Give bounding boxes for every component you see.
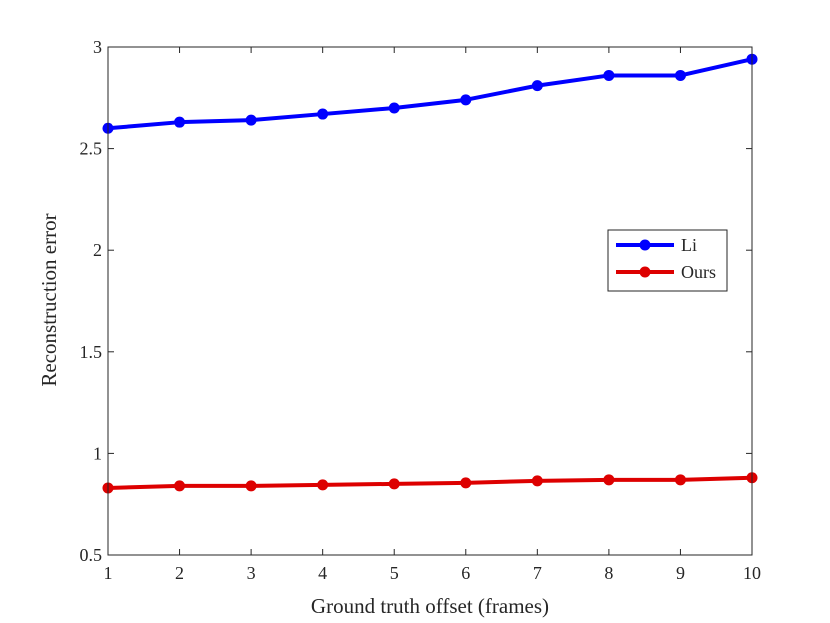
x-tick-label: 3 [247,563,256,583]
y-tick-label: 1.5 [80,342,103,362]
y-tick-label: 2 [93,240,102,260]
data-point-ours [245,480,257,492]
y-tick-label: 1 [93,443,102,463]
series-line-ours [106,475,754,490]
data-point-li [174,116,186,128]
data-point-ours [603,474,615,486]
x-tick-label: 1 [104,563,113,583]
data-point-li [531,80,543,92]
legend-marker-ours [639,266,651,278]
plot-area-background [108,47,752,555]
x-tick-label: 9 [676,563,685,583]
y-axis-label: Reconstruction error [37,213,61,386]
data-point-ours [674,474,686,486]
y-tick-label: 2.5 [80,139,103,159]
data-point-li [674,69,686,81]
data-point-li [388,102,400,114]
data-point-ours [317,479,329,491]
data-point-ours [388,478,400,490]
y-tick-label: 0.5 [80,545,103,565]
tick-labels: 1 2 3 4 5 6 7 8 9 100.511.522.53 [80,37,762,583]
data-point-ours [531,475,543,487]
data-point-ours [174,480,186,492]
x-tick-label: 2 [175,563,184,583]
data-point-ours [460,477,472,489]
x-tick-label: 6 [461,563,470,583]
legend-label-ours: Ours [681,262,716,282]
x-tick-label: 8 [604,563,613,583]
data-point-li [460,94,472,106]
legend-box [607,229,728,292]
data-point-li [245,114,257,126]
legend: Li Ours [607,229,728,292]
plot-area-frame [107,46,753,556]
x-tick-label: 7 [533,563,542,583]
data-point-li [317,108,329,120]
x-axis-label: Ground truth offset (frames) [311,594,549,618]
legend-marker-li [639,239,651,251]
x-tick-label: 4 [318,563,327,583]
legend-label-li: Li [681,235,697,255]
series-ours [102,472,758,494]
data-point-li [603,69,615,81]
series-line-li [106,57,754,131]
x-tick-label: 5 [390,563,399,583]
x-tick-label: 10 [743,563,761,583]
y-tick-label: 3 [93,37,102,57]
